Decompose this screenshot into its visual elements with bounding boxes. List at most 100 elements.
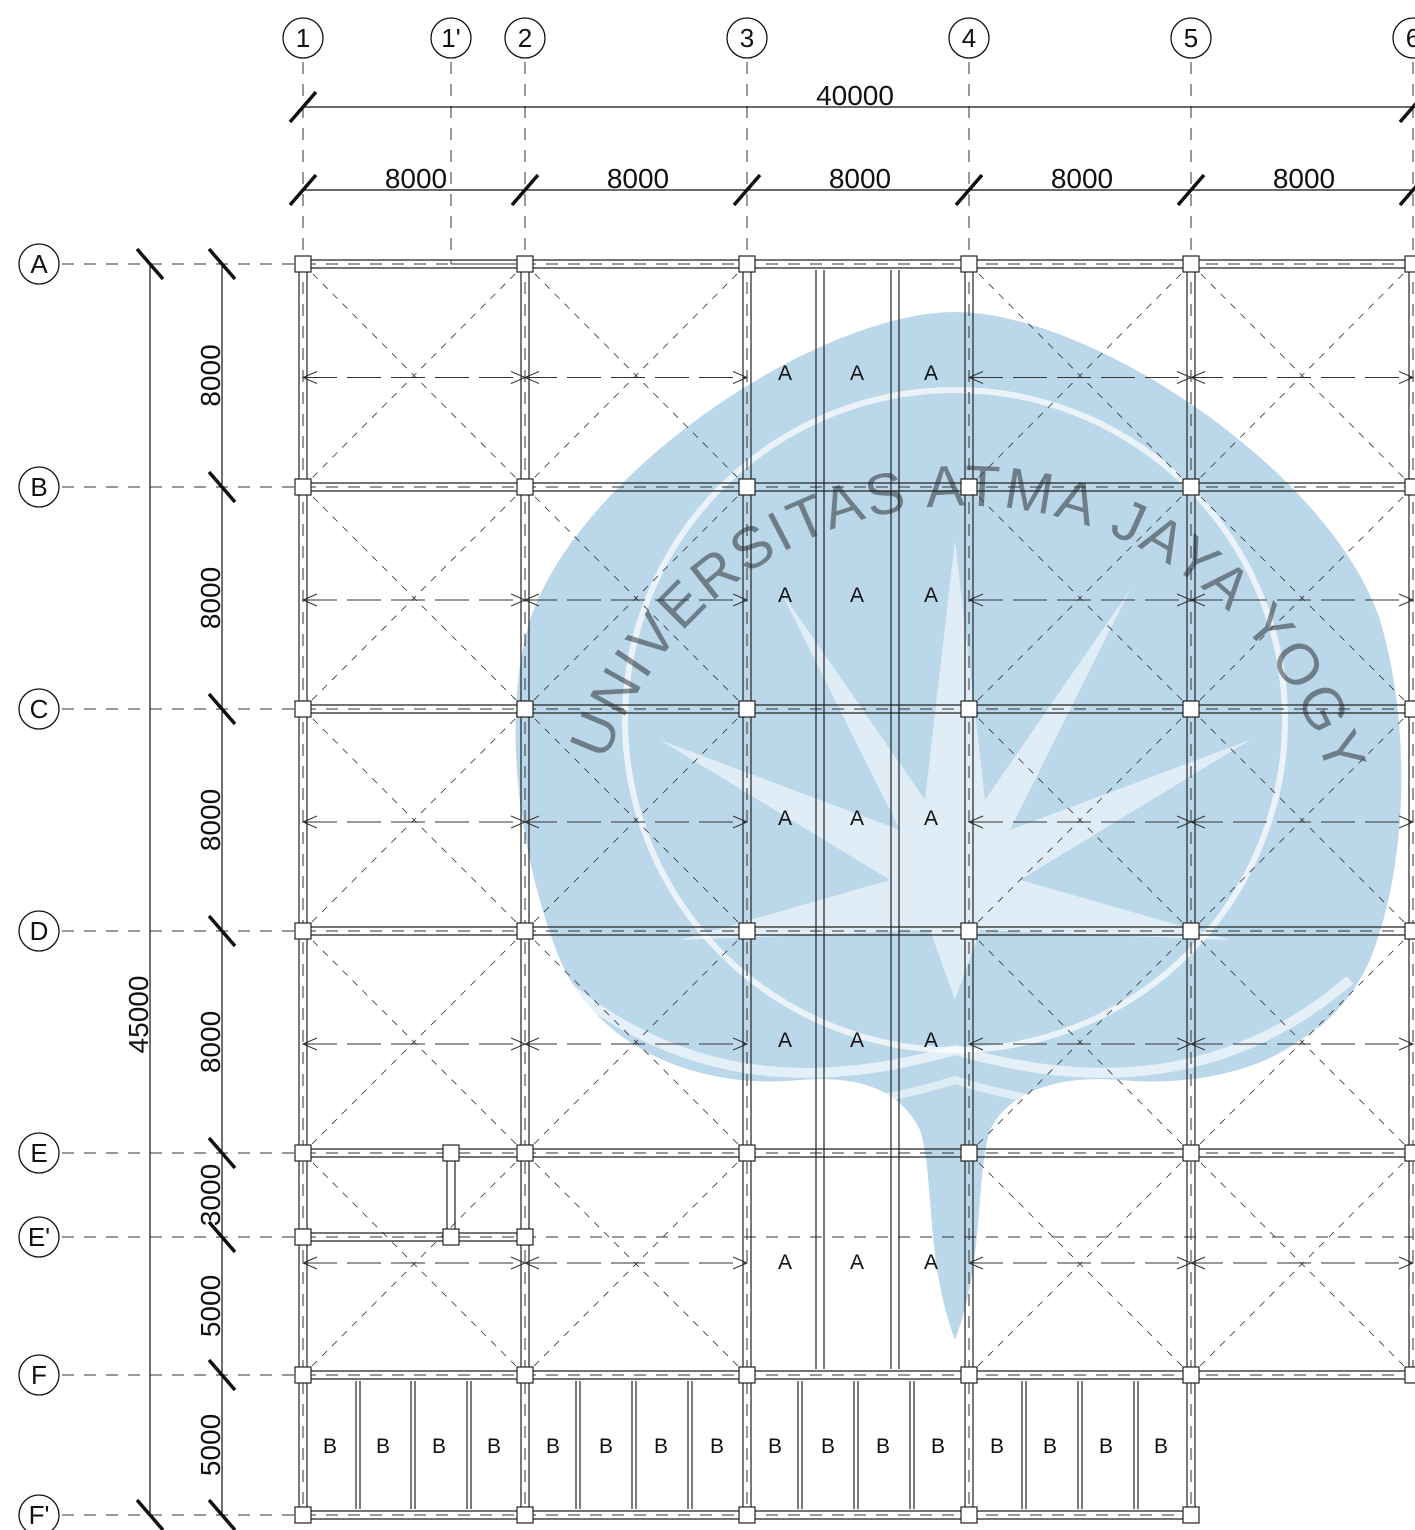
column-square <box>738 700 756 718</box>
column-square <box>960 478 978 496</box>
dimension-text-bay-4: 8000 <box>1273 163 1335 194</box>
dimension-tick <box>1398 185 1415 207</box>
grid-bubble-row-4 <box>18 1132 60 1174</box>
column-square <box>442 1144 460 1162</box>
panel-label-b: B <box>876 1435 890 1458</box>
bracing-diagonal <box>1190 930 1414 1154</box>
panel-label-a: A <box>850 362 864 385</box>
column-square <box>960 700 978 718</box>
span-arrowhead <box>510 371 527 384</box>
grid-bubble-column-4 <box>948 17 990 59</box>
column-square <box>516 1506 534 1524</box>
bracing-diagonal <box>968 486 1192 710</box>
bracing-diagonal <box>524 708 748 932</box>
column-square <box>1182 700 1200 718</box>
panel-label-a: A <box>778 1251 792 1274</box>
span-arrowhead <box>301 593 318 607</box>
bracing-diagonal <box>302 930 526 1154</box>
panel-label-a: A <box>778 807 792 830</box>
column-square <box>294 255 312 273</box>
column-square <box>960 1144 978 1162</box>
dimension-text-overall-width: 40000 <box>816 80 894 111</box>
panel-label-b: B <box>654 1435 668 1458</box>
dimension-text-row-5: 5000 <box>195 1275 226 1337</box>
grid-bubble-column-label: 3 <box>740 23 754 53</box>
span-arrowhead <box>1398 815 1415 829</box>
panel-label-a: A <box>778 584 792 607</box>
span-arrowhead <box>732 371 749 384</box>
span-arrowhead <box>1189 593 1206 607</box>
grid-bubble-column-0 <box>282 17 324 59</box>
grid-bubble-row-label: E <box>30 1138 47 1168</box>
column-square <box>516 1144 534 1162</box>
dimension-tick <box>510 173 540 207</box>
span-arrowhead <box>1176 371 1193 384</box>
bracing-diagonal <box>524 930 748 1154</box>
column-square <box>960 922 978 940</box>
grid-bubble-column-label: 4 <box>962 23 976 53</box>
span-arrowhead <box>301 371 318 384</box>
panel-label-a: A <box>924 807 938 830</box>
panel-label-a: A <box>850 807 864 830</box>
bracing-diagonal <box>524 486 748 710</box>
panel-label-b: B <box>710 1435 724 1458</box>
grid-bubble-row-label: F <box>31 1360 47 1390</box>
column-square <box>294 1144 312 1162</box>
panel-labels: A A A A A A A A A A A A A A A B B B B B B B B B B B B B B B B <box>323 362 1168 1458</box>
dimension-text-row-2: 8000 <box>195 789 226 851</box>
column-square <box>738 1366 756 1384</box>
dimension-tick <box>207 1358 237 1392</box>
column-square <box>294 1506 312 1524</box>
dimension-text-row-0: 8000 <box>195 344 226 406</box>
span-arrowhead <box>732 815 749 829</box>
panel-label-b: B <box>376 1435 390 1458</box>
column-square <box>738 255 756 273</box>
column-square <box>738 1144 756 1162</box>
panel-label-b: B <box>1154 1435 1168 1458</box>
panel-label-b: B <box>821 1435 835 1458</box>
dimension-tick <box>135 247 165 281</box>
span-arrowhead <box>967 1037 984 1051</box>
panel-label-a: A <box>924 584 938 607</box>
span-arrowhead <box>1398 593 1415 607</box>
bracing-diagonal <box>302 486 526 710</box>
column-square <box>1182 922 1200 940</box>
dimension-tick <box>288 90 318 124</box>
column-square <box>1404 478 1415 496</box>
span-arrowhead <box>1176 1256 1193 1270</box>
grid-bubble-column-label: 1 <box>296 23 310 53</box>
span-arrowhead <box>523 1037 540 1051</box>
column-square <box>294 478 312 496</box>
column-square <box>294 1228 312 1246</box>
span-arrowhead <box>523 815 540 829</box>
column-square <box>516 922 534 940</box>
grid-bubble-row-label: B <box>30 472 47 502</box>
grid-bubble-row-label: A <box>30 249 48 279</box>
column-square <box>294 700 312 718</box>
column-square <box>1182 478 1200 496</box>
grid-bubble-row-label: D <box>30 916 49 946</box>
panel-label-b: B <box>323 1435 337 1458</box>
span-arrowhead <box>301 1256 318 1270</box>
dimension-text-bay-2: 8000 <box>829 163 891 194</box>
span-arrowhead <box>510 593 527 607</box>
beams-and-columns <box>294 255 1415 1524</box>
column-square <box>294 922 312 940</box>
span-arrowhead <box>523 593 540 607</box>
dimension-text-bay-1: 8000 <box>607 163 669 194</box>
span-arrowhead <box>1398 1256 1415 1270</box>
grid-bubble-row-2 <box>18 688 60 730</box>
grid-bubble-row-5 <box>18 1216 60 1258</box>
bracing-diagonal <box>968 708 1192 932</box>
dimension-text-row-6: 5000 <box>195 1414 226 1476</box>
dimension-tick <box>1176 173 1206 207</box>
dimension-text-row-3: 8000 <box>195 1011 226 1073</box>
dimension-tick <box>207 914 237 948</box>
column-square <box>1182 255 1200 273</box>
bracing-diagonal <box>968 1152 1192 1376</box>
column-square <box>1404 922 1415 940</box>
column-square <box>738 478 756 496</box>
panel-label-a: A <box>850 1029 864 1052</box>
panel-label-a: A <box>850 584 864 607</box>
